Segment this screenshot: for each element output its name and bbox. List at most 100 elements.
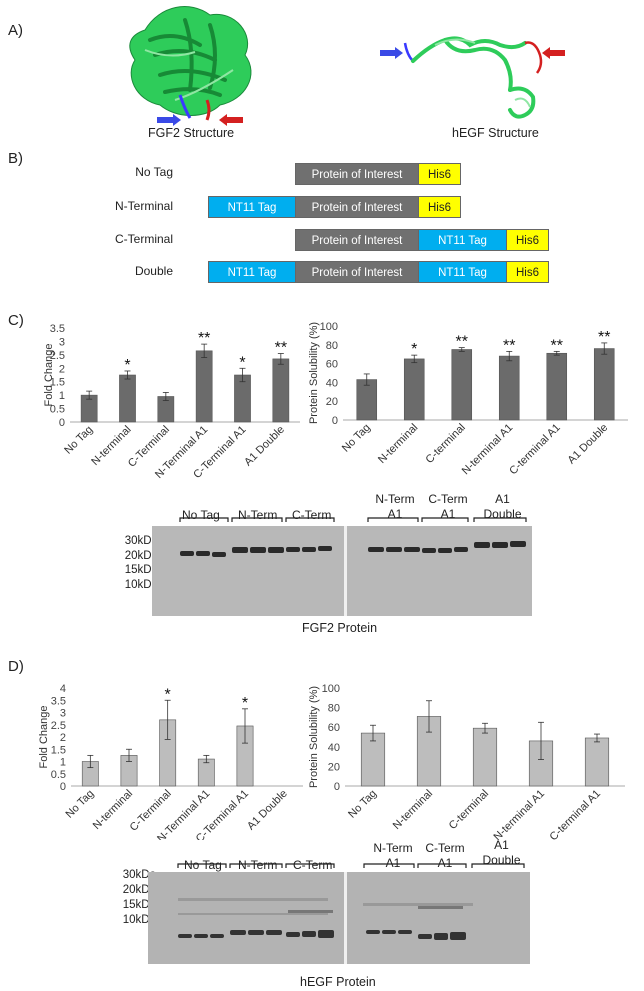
fgf2-structure-image (129, 6, 252, 126)
construct-n-terminal-poi: Protein of Interest (295, 196, 419, 218)
fgf2-structure-caption: FGF2 Structure (148, 126, 235, 140)
construct-n-terminal-his6: His6 (418, 196, 461, 218)
fgf2-gel-markers: 30kDa 20kDa 15kDa 10kDa (100, 534, 158, 592)
y-tick-label: 3.5 (50, 323, 65, 335)
gel-group-c-term-a1: C-Term A1 (420, 841, 470, 871)
panel-a-label: A) (8, 22, 23, 39)
gel-marker-20: 20kDa (124, 549, 158, 562)
construct-double-nt11-n: NT11 Tag (208, 261, 296, 283)
panel-d-label: D) (8, 658, 24, 675)
gel-marker-15: 15kDa (122, 899, 156, 911)
bar (119, 374, 136, 423)
x-tick-label: C-terminal A1 (548, 788, 604, 840)
gel-group-a1-double: A1 Double (475, 492, 530, 522)
fgf2-gel-caption: FGF2 Protein (302, 621, 378, 635)
y-tick-label: 2 (60, 732, 66, 744)
significance-marker: * (411, 341, 417, 358)
y-tick-label: 3 (59, 336, 65, 348)
construct-label-double: Double (134, 264, 173, 278)
y-tick-label: 2 (59, 363, 65, 375)
gel-group-n-term-a1-line2: A1 (385, 856, 401, 870)
gel-marker-30: 30kDa (122, 869, 156, 881)
gel-group-n-term-a1-line1: N-Term (375, 492, 415, 506)
hegf-gel-markers: 30kDa 20kDa 15kDa 10kDa (98, 868, 156, 928)
significance-marker: ** (198, 330, 210, 347)
y-tick-label: 2.5 (51, 720, 66, 732)
bar (403, 358, 425, 421)
hegf-gel-image (148, 863, 530, 964)
gel-group-n-term-a1-line2: A1 (387, 507, 403, 521)
construct-no-tag-his6: His6 (418, 163, 461, 185)
gel-marker-10: 10kDa (124, 578, 158, 591)
y-tick-label: 100 (320, 321, 338, 333)
bar (356, 379, 378, 421)
gel-group-a1-double-line2: Double (483, 507, 522, 521)
y-tick-label: 0 (59, 417, 65, 429)
construct-double-nt11-c: NT11 Tag (418, 261, 507, 283)
bar (472, 727, 498, 787)
construct-c-terminal-poi: Protein of Interest (295, 229, 419, 251)
gel-group-c-term-a1: C-Term A1 (423, 492, 473, 522)
y-tick-label: 0.5 (50, 404, 65, 416)
bar (272, 358, 290, 423)
x-tick-label: No Tag (63, 788, 96, 821)
significance-marker: * (165, 686, 171, 703)
gel-group-n-term: N-Term (238, 858, 278, 872)
y-tick-label: 4 (60, 683, 66, 695)
y-tick-label: 3 (60, 708, 66, 720)
y-tick-label: 20 (326, 396, 338, 408)
gel-group-a1-double-line2: Double (482, 853, 521, 867)
x-tick-label: C-terminal (447, 788, 491, 832)
y-tick-label: 0 (60, 781, 66, 793)
gel-group-no-tag: No Tag (182, 508, 220, 522)
gel-group-n-term-a1: N-Term A1 (368, 841, 418, 871)
significance-marker: ** (503, 337, 515, 354)
y-axis-label: Protein Solubility (%) (308, 686, 320, 788)
construct-label-n-terminal: N-Terminal (114, 199, 173, 213)
y-tick-label: 20 (328, 761, 340, 773)
gel-group-n-term: N-Term (238, 508, 278, 522)
construct-label-c-terminal: C-Terminal (114, 232, 173, 246)
construct-c-terminal-nt11: NT11 Tag (418, 229, 507, 251)
gel-group-c-term-a1-line2: A1 (440, 507, 456, 521)
construct-double-poi: Protein of Interest (295, 261, 419, 283)
y-tick-label: 80 (328, 703, 340, 715)
gel-group-c-term-a1-line1: C-Term (425, 841, 465, 855)
bar (546, 352, 568, 421)
bar (593, 348, 615, 421)
y-tick-label: 60 (326, 359, 338, 371)
y-tick-label: 80 (326, 340, 338, 352)
panel-b-label: B) (8, 150, 23, 167)
construct-c-terminal-his6: His6 (506, 229, 549, 251)
panel-c-label: C) (8, 312, 24, 329)
gel-group-a1-double-line1: A1 (495, 492, 510, 506)
y-tick-label: 0 (334, 781, 340, 793)
gel-group-a1-double-line1: A1 (494, 838, 509, 852)
x-tick-label: A1 Double (245, 788, 290, 833)
y-tick-label: 3.5 (51, 695, 66, 707)
y-axis-label: Fold Change (38, 706, 50, 769)
significance-marker: ** (551, 337, 563, 354)
hegf-structure-image (380, 36, 565, 119)
y-tick-label: 40 (328, 742, 340, 754)
x-tick-label: N-terminal A1 (492, 788, 548, 840)
gel-marker-10: 10kDa (122, 914, 156, 926)
gel-group-c-term-a1-line2: A1 (437, 856, 453, 870)
gel-group-n-term-a1-line1: N-Term (373, 841, 413, 855)
significance-marker: * (242, 695, 248, 712)
y-tick-label: 0.5 (51, 769, 66, 781)
x-tick-label: A1 Double (566, 422, 611, 467)
y-tick-label: 1 (59, 390, 65, 402)
y-tick-label: 100 (322, 683, 340, 695)
gel-group-n-term-a1: N-Term A1 (370, 492, 420, 522)
gel-marker-30: 30kDa (124, 535, 158, 547)
y-tick-label: 40 (326, 377, 338, 389)
bar (584, 737, 610, 787)
x-tick-label: C-terminal A1 (507, 422, 563, 478)
hegf-gel-caption: hEGF Protein (300, 975, 376, 989)
gel-group-a1-double: A1 Double (474, 838, 529, 868)
gel-marker-15: 15kDa (124, 564, 158, 576)
